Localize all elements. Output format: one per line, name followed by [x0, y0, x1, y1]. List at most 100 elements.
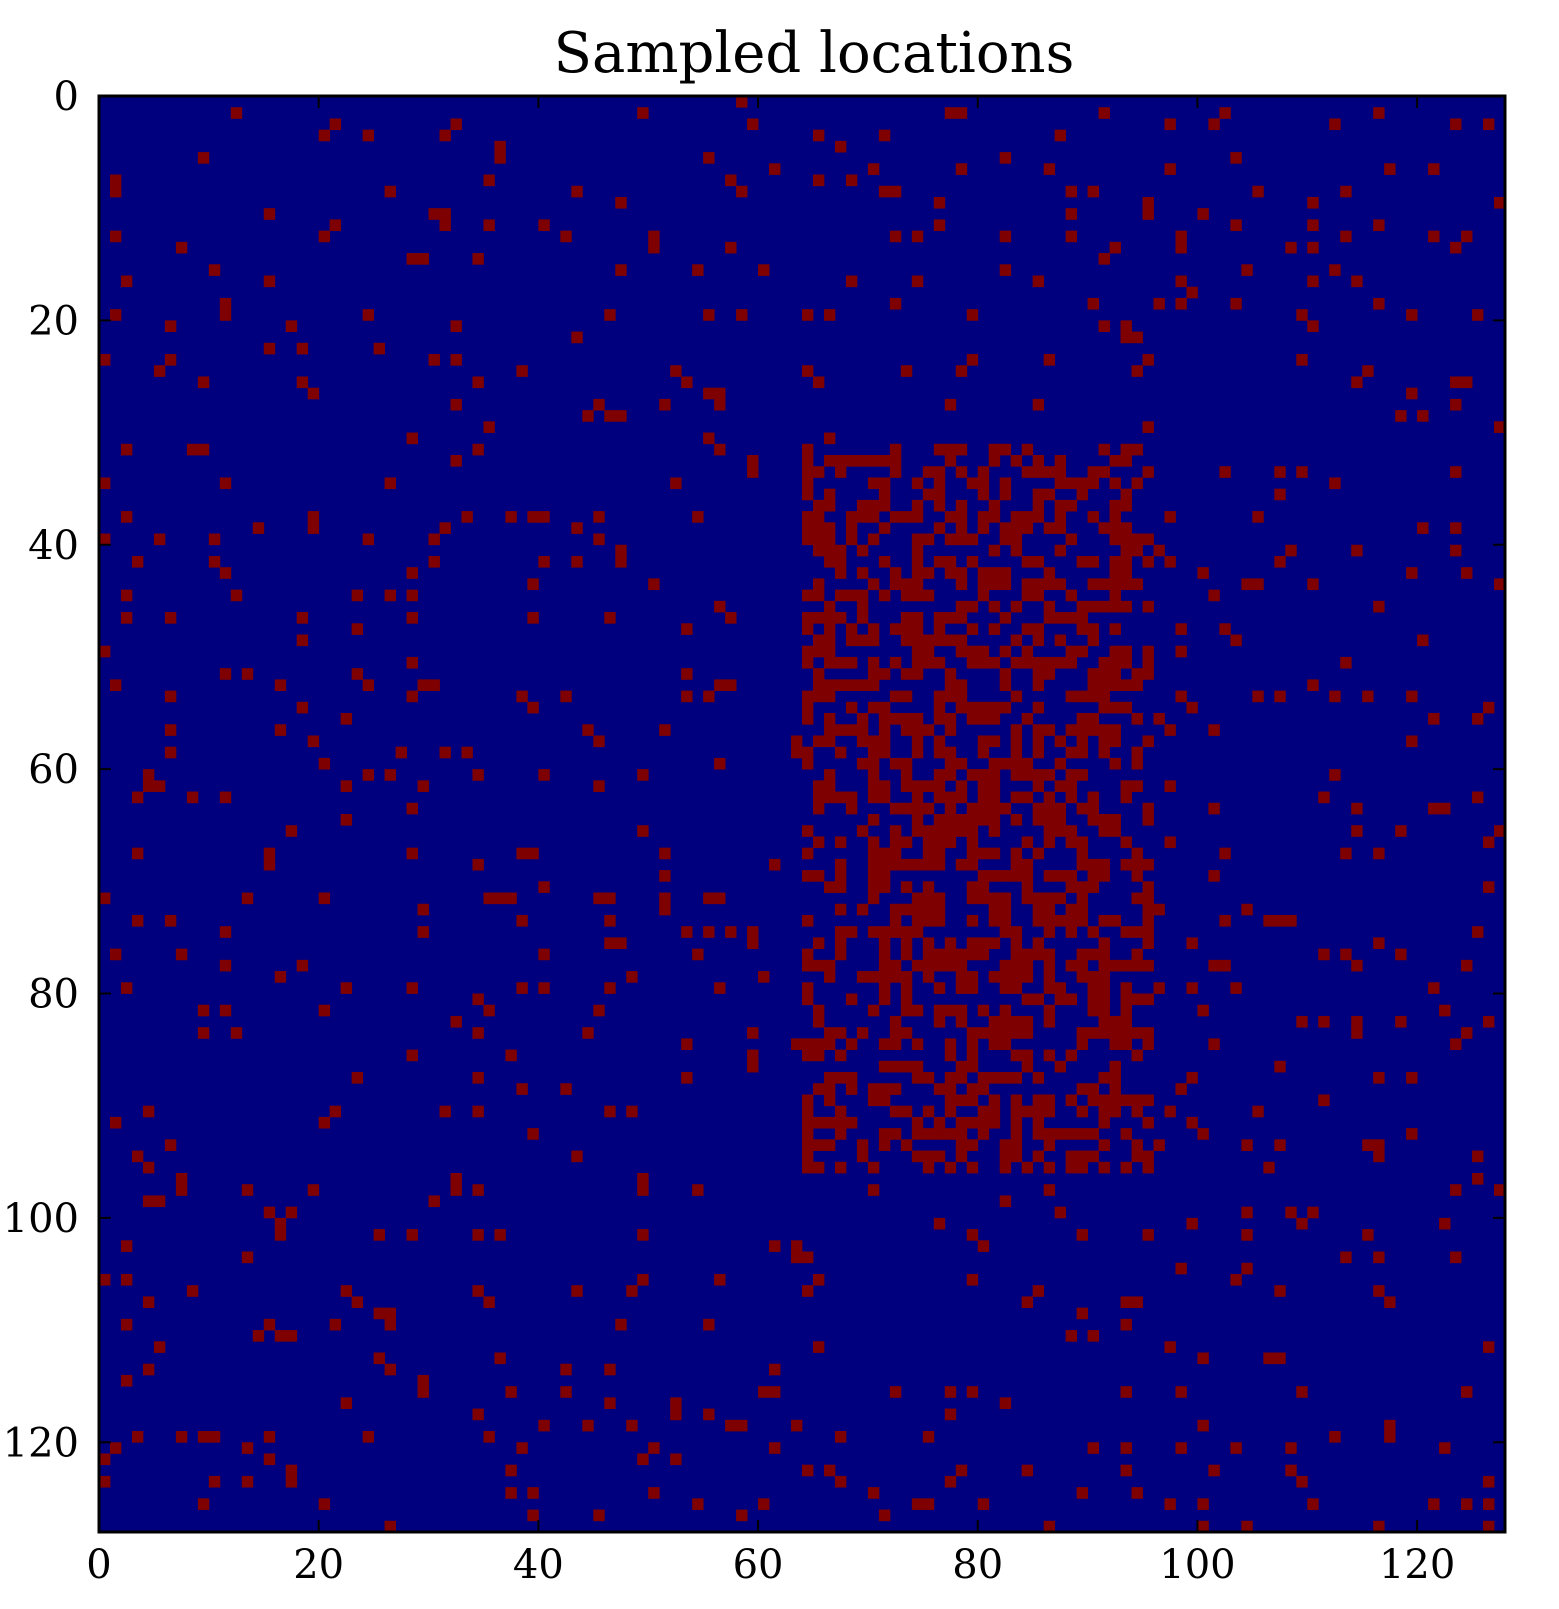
sampled-cell	[1329, 477, 1341, 490]
sampled-cell	[1175, 645, 1187, 658]
sampled-cell	[977, 1004, 990, 1017]
sampled-cell	[988, 903, 1001, 916]
sampled-cell	[1076, 477, 1088, 490]
sampled-cell	[823, 1139, 836, 1151]
sampled-cell	[1098, 443, 1110, 456]
sampled-cell	[802, 511, 814, 523]
sampled-cell	[516, 690, 528, 703]
sampled-cell	[1010, 1105, 1023, 1118]
sampled-cell	[483, 1004, 495, 1017]
sampled-cell	[560, 1363, 572, 1376]
sampled-cell	[1109, 914, 1121, 927]
sampled-cell	[703, 152, 715, 164]
sampled-cell	[911, 499, 924, 512]
sampled-cell	[1472, 1150, 1484, 1163]
sampled-cell	[812, 634, 825, 647]
sampled-cell	[802, 1161, 814, 1174]
sampled-cell	[1032, 398, 1045, 411]
sampled-cell	[802, 1285, 814, 1297]
sampled-cell	[944, 1094, 957, 1107]
sampled-cell	[802, 1038, 814, 1050]
sampled-cell	[999, 903, 1012, 916]
sampled-cell	[988, 443, 1001, 456]
sampled-cell	[933, 769, 946, 781]
sampled-cell	[351, 623, 364, 635]
sampled-cell	[1274, 1285, 1286, 1297]
sampled-cell	[1043, 567, 1056, 579]
sampled-cell	[1043, 814, 1056, 826]
sampled-cell	[834, 870, 847, 882]
sampled-cell	[582, 724, 594, 736]
sampled-cell	[1208, 724, 1220, 736]
sampled-cell	[988, 735, 1001, 748]
sampled-cell	[802, 443, 814, 456]
sampled-cell	[955, 107, 968, 119]
sampled-cell	[889, 185, 902, 198]
sampled-cell	[1351, 1015, 1363, 1028]
sampled-cell	[867, 1094, 880, 1107]
sampled-cell	[252, 1330, 265, 1342]
sampled-cell	[944, 802, 957, 815]
sampled-cell	[692, 511, 704, 523]
sampled-cell	[1329, 769, 1341, 781]
sampled-cell	[1098, 679, 1110, 691]
sampled-cell	[911, 1004, 924, 1017]
sampled-cell	[933, 746, 946, 759]
sampled-cell	[889, 1038, 902, 1050]
sampled-cell	[1032, 993, 1045, 1006]
sampled-cell	[900, 623, 913, 635]
sampled-cell	[1362, 1229, 1374, 1241]
sampled-cell	[966, 858, 979, 871]
sampled-cell	[911, 533, 924, 546]
sampled-cell	[1153, 903, 1165, 916]
sampled-cell	[725, 174, 737, 187]
sampled-cell	[889, 690, 902, 703]
sampled-cell	[1241, 1229, 1253, 1241]
sampled-cell	[856, 825, 869, 837]
sampled-cell	[1010, 1072, 1023, 1084]
sampled-cell	[878, 791, 891, 804]
sampled-cell	[966, 1049, 979, 1062]
sampled-cell	[197, 1027, 210, 1039]
sampled-cell	[285, 1475, 298, 1488]
sampled-cell	[219, 309, 232, 321]
sampled-cell	[944, 769, 957, 781]
sampled-cell	[1373, 1150, 1385, 1163]
chart-title: Sampled locations	[554, 21, 1075, 86]
sampled-cell	[1010, 959, 1023, 972]
sampled-cell	[648, 230, 660, 243]
sampled-cell	[1131, 959, 1143, 972]
sampled-cell	[99, 1475, 111, 1488]
sampled-cell	[802, 847, 814, 860]
sampled-cell	[681, 623, 693, 635]
sampled-cell	[362, 129, 375, 142]
sampled-cell	[1142, 814, 1154, 826]
sampled-cell	[889, 230, 902, 243]
sampled-cell	[1010, 870, 1023, 882]
sampled-cell	[878, 858, 891, 871]
sampled-cell	[834, 140, 847, 153]
sampled-cell	[494, 152, 506, 164]
sampled-cell	[977, 645, 990, 658]
sampled-cell	[1076, 769, 1088, 781]
sampled-cell	[1373, 219, 1385, 232]
sampled-cell	[977, 769, 990, 781]
sampled-cell	[988, 1072, 1001, 1084]
sampled-cell	[856, 1027, 869, 1039]
sampled-cell	[1043, 791, 1056, 804]
sampled-cell	[977, 466, 990, 478]
sampled-cell	[966, 836, 979, 849]
sampled-cell	[1109, 241, 1121, 254]
sampled-cell	[208, 555, 221, 568]
sampled-cell	[966, 713, 979, 725]
sampled-cell	[637, 825, 649, 837]
sampled-cell	[955, 1015, 968, 1028]
sampled-cell	[878, 589, 891, 602]
sampled-cell	[966, 701, 979, 714]
sampled-cell	[384, 1363, 396, 1376]
sampled-cell	[450, 1015, 462, 1028]
sampled-cell	[812, 645, 825, 658]
sampled-cell	[988, 567, 1001, 579]
sampled-cell	[1483, 1498, 1495, 1510]
sampled-cell	[812, 499, 825, 512]
